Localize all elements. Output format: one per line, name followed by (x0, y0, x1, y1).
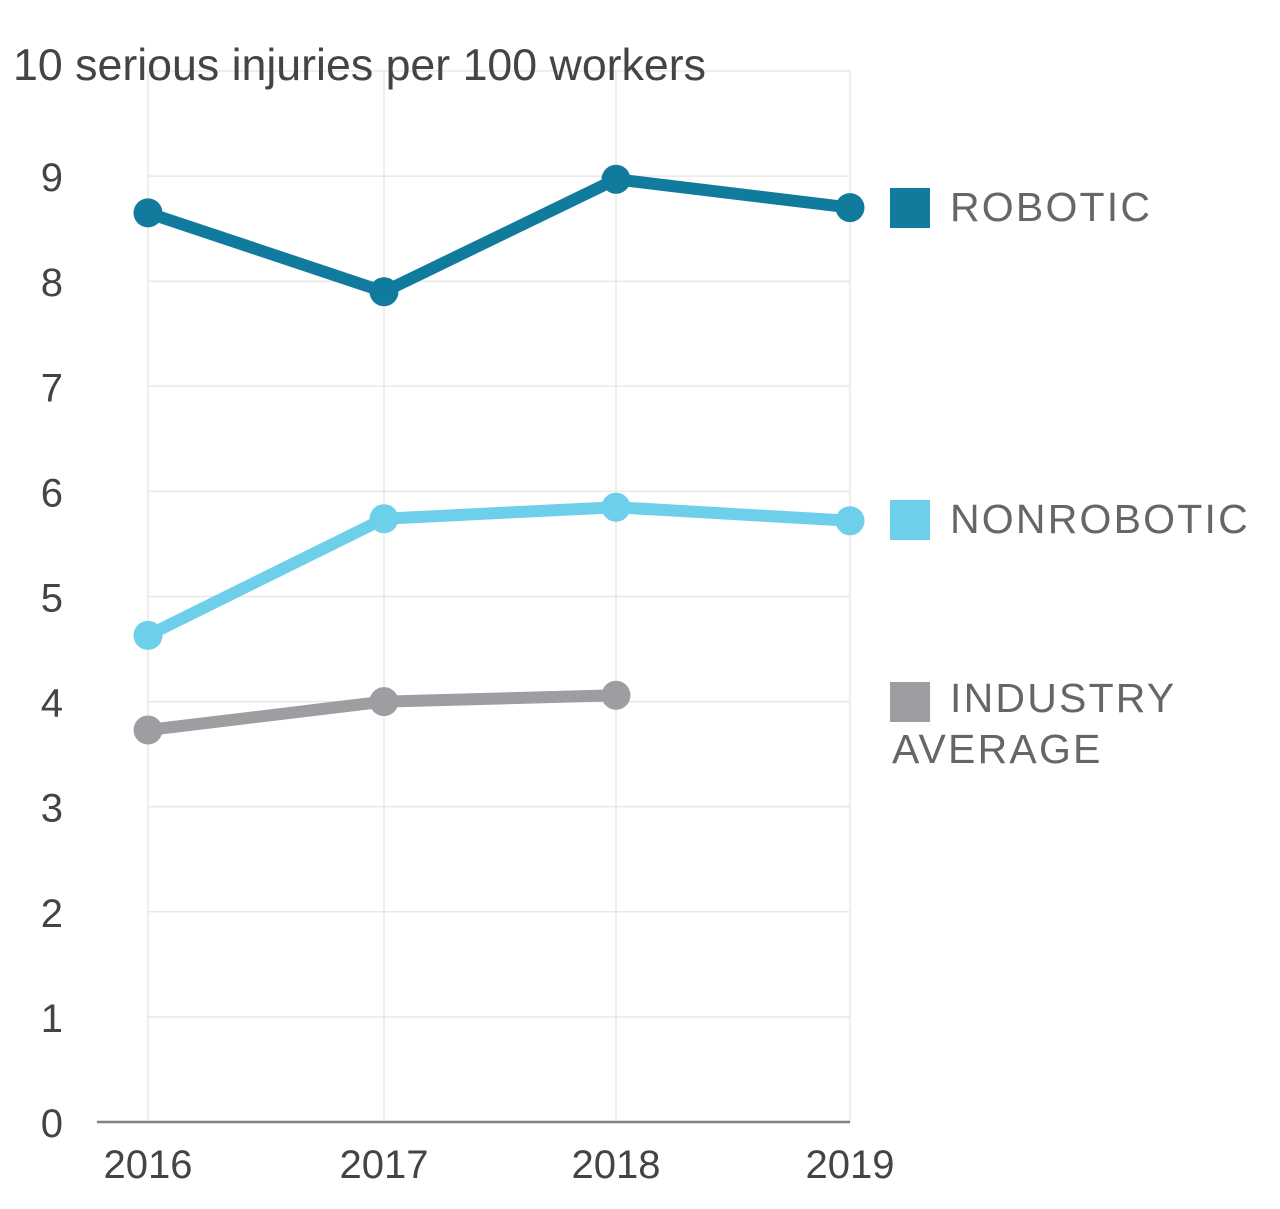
svg-text:9: 9 (41, 156, 63, 200)
svg-text:2016: 2016 (104, 1143, 193, 1187)
svg-text:2017: 2017 (340, 1143, 429, 1187)
svg-text:8: 8 (41, 261, 63, 305)
svg-text:2019: 2019 (806, 1143, 895, 1187)
svg-text:2018: 2018 (572, 1143, 661, 1187)
svg-text:7: 7 (41, 366, 63, 410)
svg-text:5: 5 (41, 577, 63, 621)
svg-text:3: 3 (41, 787, 63, 831)
svg-text:0: 0 (41, 1102, 63, 1146)
svg-text:6: 6 (41, 471, 63, 515)
svg-text:2: 2 (41, 892, 63, 936)
svg-text:INDUSTRY: INDUSTRY (950, 675, 1176, 721)
svg-text:1: 1 (41, 997, 63, 1041)
svg-text:AVERAGE: AVERAGE (892, 726, 1103, 772)
svg-text:10 serious injuries per 100 wo: 10 serious injuries per 100 workers (13, 41, 706, 90)
svg-text:ROBOTIC: ROBOTIC (950, 184, 1152, 230)
svg-text:4: 4 (41, 682, 63, 726)
svg-text:NONROBOTIC: NONROBOTIC (950, 496, 1250, 542)
